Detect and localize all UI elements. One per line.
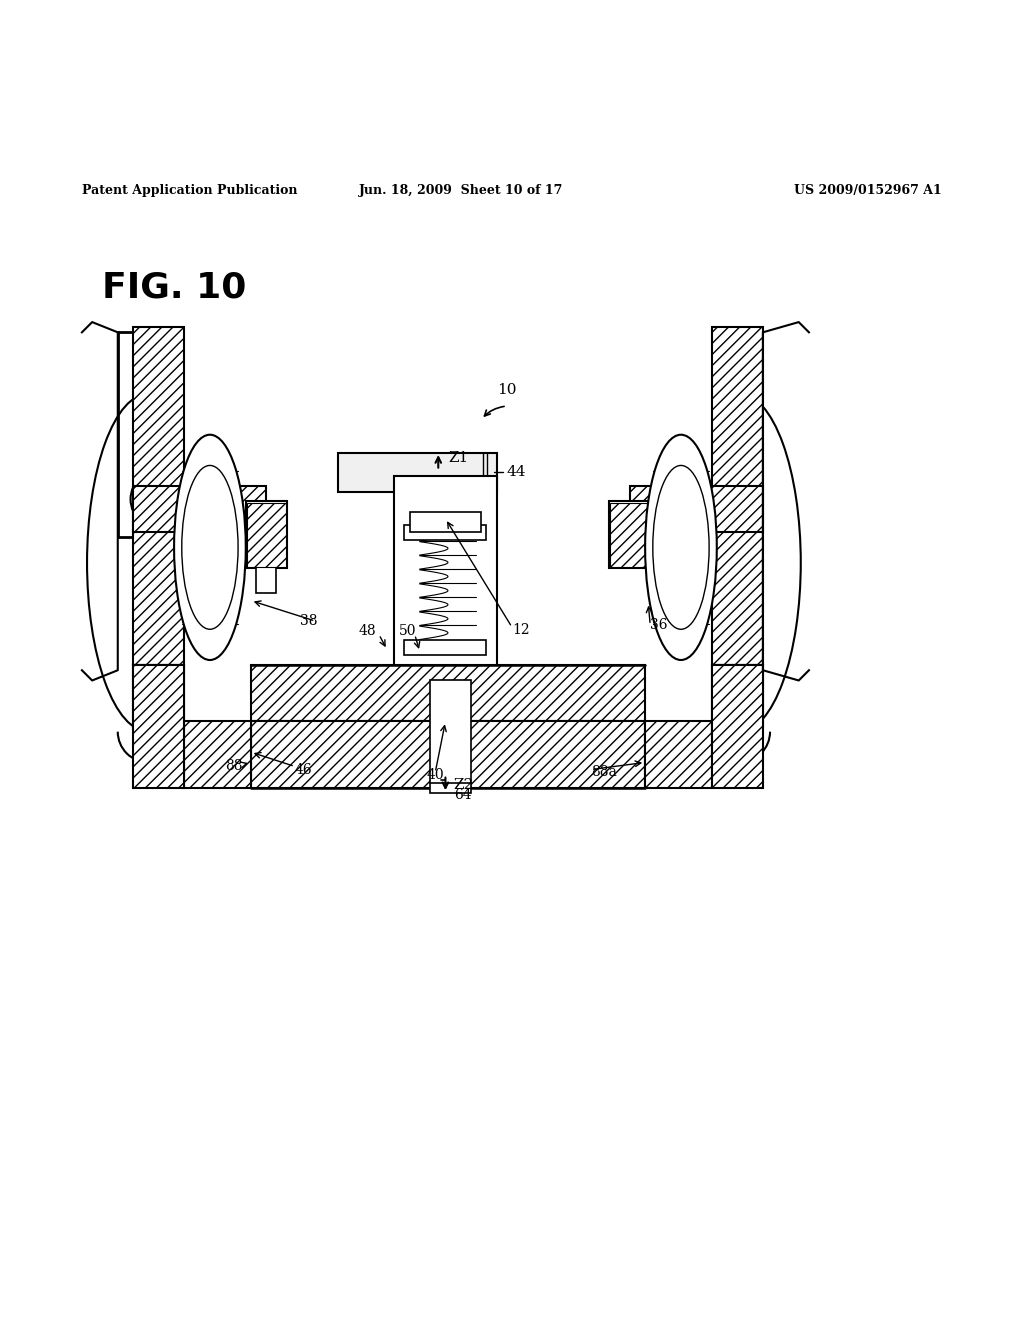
- Bar: [645, 722, 712, 788]
- Bar: [410, 512, 481, 532]
- Bar: [610, 503, 649, 566]
- Text: 40: 40: [427, 768, 444, 781]
- Text: 50: 50: [399, 624, 417, 639]
- Text: 36: 36: [650, 618, 668, 632]
- Text: Z1: Z1: [449, 451, 469, 465]
- Text: 38: 38: [300, 614, 317, 628]
- Bar: [256, 562, 276, 594]
- Bar: [430, 681, 471, 793]
- Text: Z2: Z2: [454, 777, 474, 792]
- Text: 10: 10: [497, 383, 516, 397]
- Text: 46: 46: [295, 763, 312, 776]
- Bar: [247, 503, 286, 566]
- Text: 64: 64: [454, 788, 471, 803]
- Bar: [133, 665, 184, 788]
- Text: Patent Application Publication: Patent Application Publication: [82, 183, 297, 197]
- Text: 12: 12: [512, 623, 529, 638]
- Ellipse shape: [182, 466, 238, 630]
- Ellipse shape: [174, 434, 246, 660]
- Bar: [133, 665, 184, 726]
- Bar: [184, 722, 251, 788]
- Bar: [246, 502, 287, 568]
- Text: US 2009/0152967 A1: US 2009/0152967 A1: [795, 183, 942, 197]
- Bar: [630, 486, 763, 532]
- Bar: [712, 327, 763, 665]
- Bar: [404, 525, 486, 540]
- Bar: [609, 502, 650, 568]
- Bar: [394, 475, 497, 671]
- Text: 88a: 88a: [591, 764, 616, 779]
- Bar: [404, 639, 486, 655]
- Text: Jun. 18, 2009  Sheet 10 of 17: Jun. 18, 2009 Sheet 10 of 17: [358, 183, 563, 197]
- Bar: [338, 453, 497, 492]
- Bar: [712, 665, 763, 726]
- Bar: [251, 722, 645, 788]
- Text: FIG. 10: FIG. 10: [102, 271, 247, 305]
- Ellipse shape: [645, 434, 717, 660]
- Bar: [251, 665, 645, 722]
- Text: 88: 88: [225, 759, 243, 774]
- Bar: [133, 327, 184, 665]
- Bar: [133, 486, 266, 532]
- Bar: [712, 665, 763, 788]
- Text: 48: 48: [358, 624, 376, 639]
- Text: 44: 44: [507, 465, 526, 479]
- Ellipse shape: [653, 466, 709, 630]
